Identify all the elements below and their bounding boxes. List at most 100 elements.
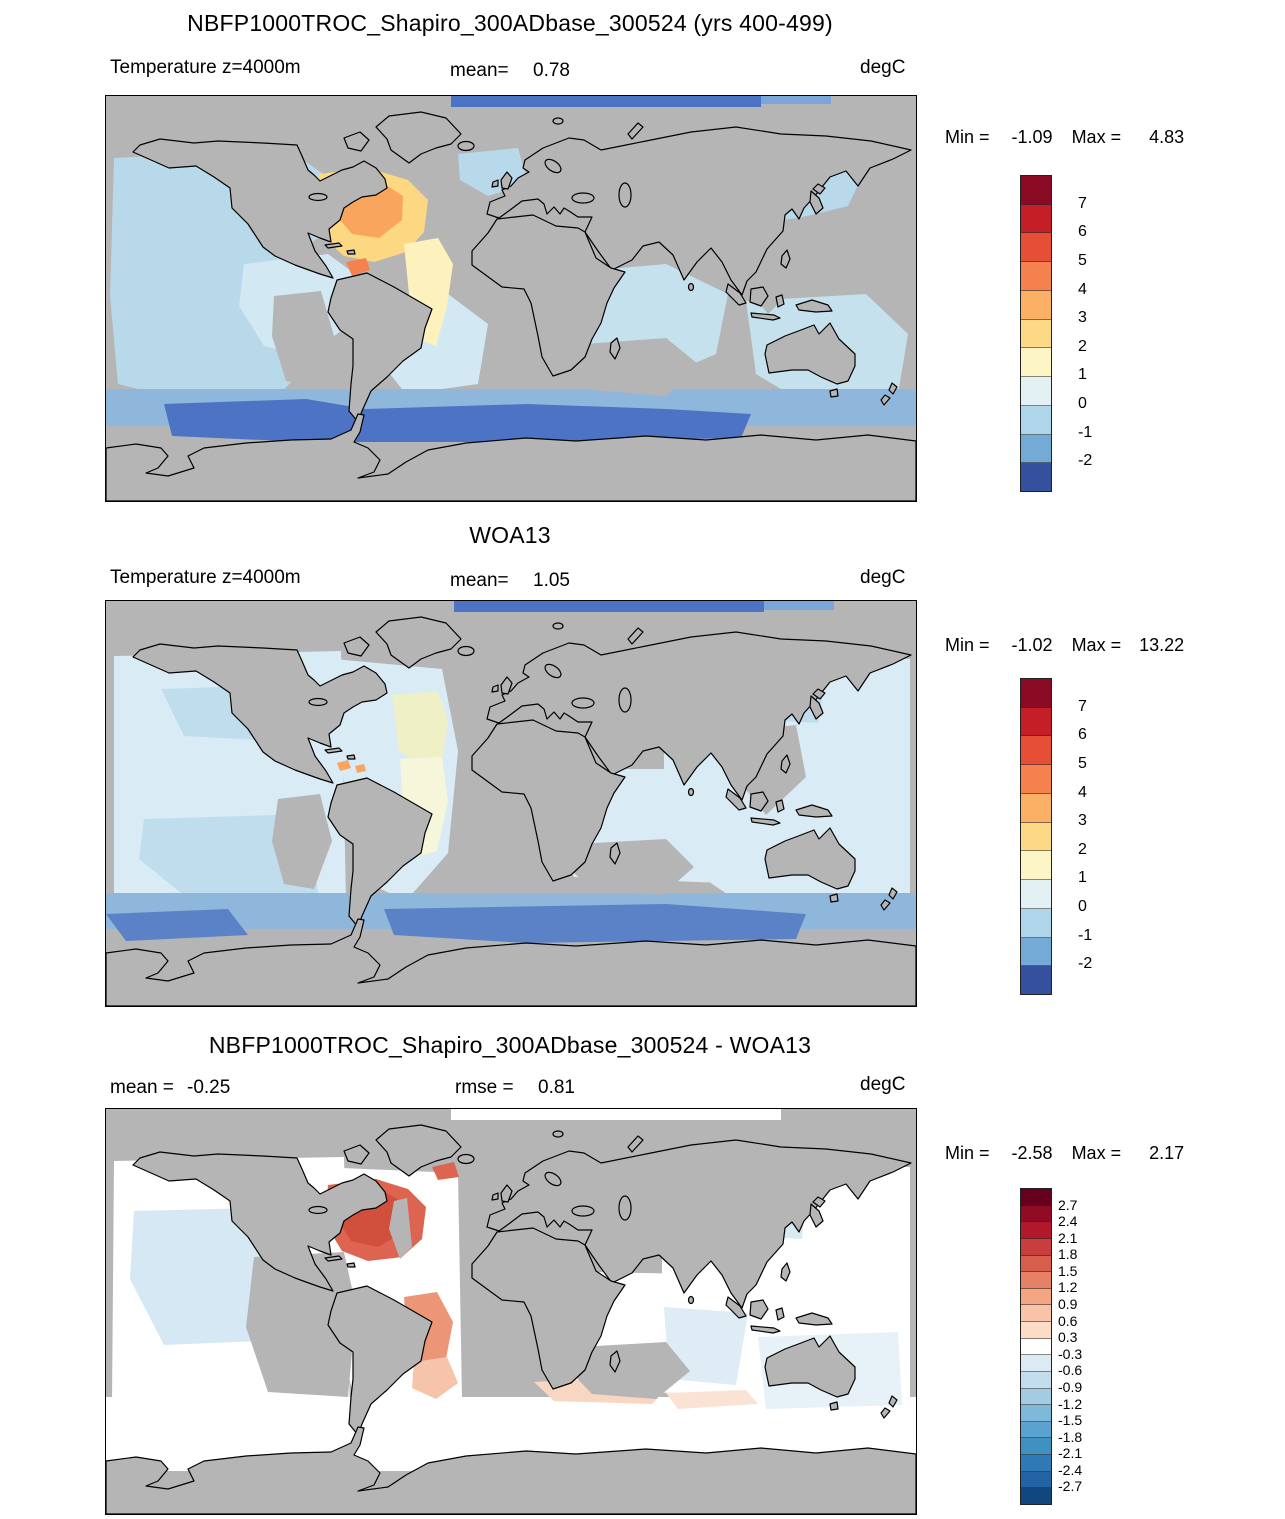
colorbar-tick-label: 5	[1078, 251, 1087, 269]
colorbar-tick-label: -1	[1078, 423, 1093, 441]
colorbar-tick-label: 0.6	[1058, 1312, 1078, 1329]
colorbar-segment	[1021, 463, 1051, 492]
colorbar-segment	[1021, 1272, 1051, 1289]
colorbar-tick-label: 0.9	[1058, 1296, 1078, 1313]
colorbar-segment	[1021, 1421, 1051, 1439]
colorbar-segment	[1021, 290, 1051, 320]
colorbar-tick-label: 1.5	[1058, 1262, 1078, 1279]
colorbar-tick-label: 1.8	[1058, 1246, 1078, 1263]
colorbar-tick-label: 5	[1078, 754, 1087, 772]
field-label: Temperature z=4000m	[110, 57, 301, 78]
rmse-label: rmse =	[455, 1077, 514, 1098]
colorbar-tick-label: 6	[1078, 223, 1087, 241]
colorbar-segment	[1021, 1305, 1051, 1322]
colorbar-tick-label: -2	[1078, 452, 1093, 470]
units-label: degC	[860, 57, 906, 78]
mean-label: mean =	[110, 1077, 174, 1098]
units-label: degC	[860, 567, 906, 588]
mean-value: -0.25	[187, 1077, 231, 1098]
colorbar-segment	[1021, 176, 1051, 205]
colorbar-tick-label: -1.8	[1058, 1428, 1083, 1445]
colorbar-segment	[1021, 765, 1051, 794]
colorbar-segment	[1021, 937, 1051, 967]
colorbar-tick-label: 0	[1078, 395, 1087, 413]
colorbar-segment	[1021, 736, 1051, 766]
minmax-readout: Min = -2.58 Max = 2.17	[945, 1143, 1184, 1164]
colorbar-tick-label: 6	[1078, 726, 1087, 744]
mean-value: 0.78	[533, 60, 570, 81]
colorbar-segment	[1021, 1255, 1051, 1273]
colorbar-segment	[1021, 1222, 1051, 1239]
panel-title: WOA13	[469, 522, 551, 548]
colorbar-tick-label: 4	[1078, 783, 1087, 801]
colorbar-segment	[1021, 1438, 1051, 1455]
min-value: -1.02	[1011, 635, 1053, 655]
max-label: Max =	[1071, 635, 1122, 655]
colorbar-segment	[1021, 434, 1051, 464]
colorbar-tick-label: 0.3	[1058, 1329, 1078, 1346]
colorbar-tick-label: 1.2	[1058, 1279, 1078, 1296]
colorbar	[1020, 175, 1052, 492]
min-label: Min =	[945, 1143, 990, 1163]
units-label: degC	[860, 1074, 906, 1095]
field-label: Temperature z=4000m	[110, 567, 301, 588]
colorbar-segment	[1021, 822, 1051, 852]
colorbar-tick-label: -1.5	[1058, 1412, 1083, 1429]
colorbar-tick-label: 2.4	[1058, 1213, 1078, 1230]
colorbar-segment	[1021, 1322, 1051, 1339]
colorbar-segment	[1021, 908, 1051, 938]
mean-label: mean=	[450, 60, 509, 81]
minmax-readout: Min = -1.09 Max = 4.83	[945, 127, 1184, 148]
max-label: Max =	[1071, 1143, 1122, 1163]
colorbar-segment	[1021, 1338, 1051, 1356]
mean-value: 1.05	[533, 570, 570, 591]
min-value: -1.09	[1011, 127, 1053, 147]
max-value: 13.22	[1139, 635, 1185, 655]
colorbar-tick-label: -2.4	[1058, 1461, 1083, 1478]
colorbar-segment	[1021, 377, 1051, 406]
colorbar-segment	[1021, 1471, 1051, 1489]
max-value: 2.17	[1149, 1143, 1185, 1163]
colorbar-segment	[1021, 1388, 1051, 1406]
max-label: Max =	[1071, 127, 1122, 147]
colorbar-segment	[1021, 851, 1051, 881]
colorbar-segment	[1021, 1405, 1051, 1422]
world-map-difference	[106, 1109, 916, 1514]
colorbar-tick-label: 2	[1078, 840, 1087, 858]
colorbar-segment	[1021, 679, 1051, 708]
colorbar-segment	[1021, 204, 1051, 234]
colorbar-segment	[1021, 233, 1051, 263]
colorbar-segment	[1021, 1455, 1051, 1472]
world-map-model	[106, 96, 916, 501]
no-data-overlay	[272, 725, 806, 895]
colorbar-tick-label: 7	[1078, 194, 1087, 212]
colorbar-tick-label: 4	[1078, 280, 1087, 298]
colorbar-tick-label: -2	[1078, 955, 1093, 973]
colorbar-tick-label: -1	[1078, 926, 1093, 944]
colorbar-segment	[1021, 966, 1051, 995]
colorbar-segment	[1021, 1205, 1051, 1223]
colorbar-tick-label: -1.2	[1058, 1395, 1083, 1412]
panel-title: NBFP1000TROC_Shapiro_300ADbase_300524 (y…	[187, 10, 833, 36]
map-frame-difference	[105, 1108, 917, 1515]
colorbar-tick-label: 1	[1078, 366, 1087, 384]
world-map-woa13	[106, 601, 916, 1006]
colorbar-tick-label: 0	[1078, 898, 1087, 916]
colorbar-segment	[1021, 880, 1051, 909]
colorbar	[1020, 1188, 1052, 1505]
colorbar-tick-label: -0.3	[1058, 1345, 1083, 1362]
colorbar-tick-label: 3	[1078, 812, 1087, 830]
colorbar-segment	[1021, 1371, 1051, 1389]
colorbar-segment	[1021, 1355, 1051, 1372]
rmse-value: 0.81	[538, 1077, 575, 1098]
colorbar-ticks: 2.7 2.4 2.1 1.8 1.5 1.2 0.9 0.6 0.3 -0.3 -0.6 -0.9-…	[1058, 1188, 1128, 1503]
colorbar-segment	[1021, 1488, 1051, 1504]
colorbar-segment	[1021, 793, 1051, 823]
colorbar-tick-label: 7	[1078, 697, 1087, 715]
colorbar-tick-label: 2	[1078, 337, 1087, 355]
map-frame-woa13	[105, 600, 917, 1007]
colorbar-segment	[1021, 405, 1051, 435]
colorbar-segment	[1021, 319, 1051, 349]
map-frame-model	[105, 95, 917, 502]
